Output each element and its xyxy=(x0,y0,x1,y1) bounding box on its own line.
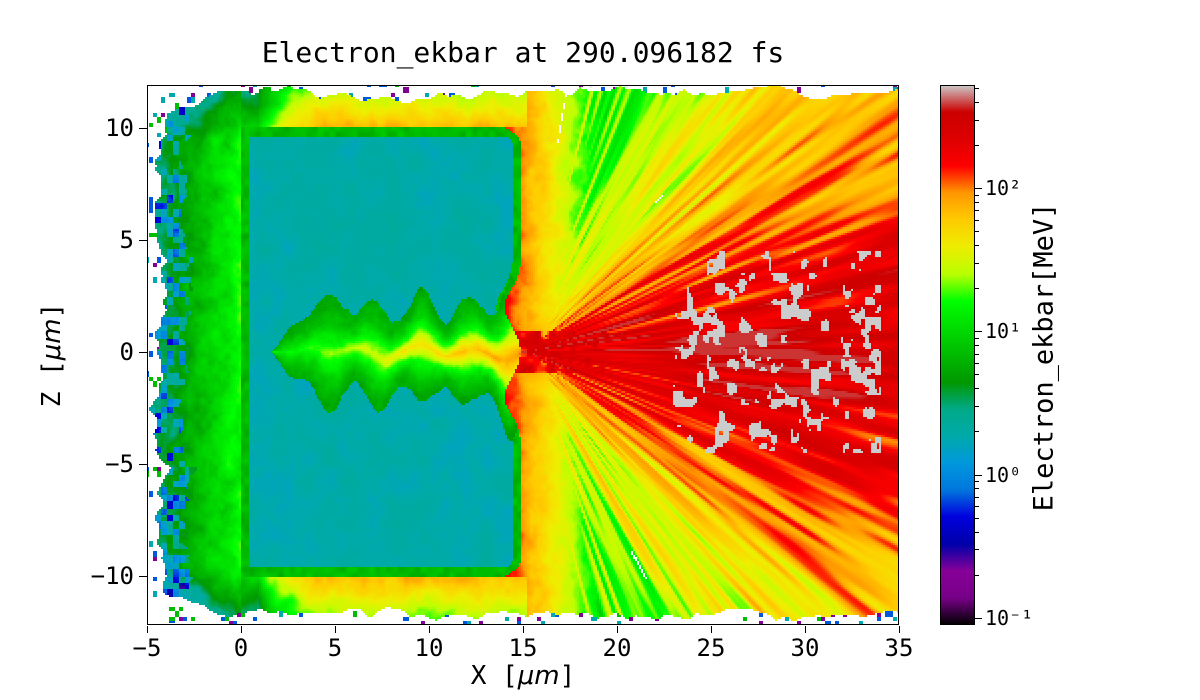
x-axis-label-suffix: ] xyxy=(559,661,576,691)
colorbar-minor-tick xyxy=(975,388,979,390)
colorbar-minor-tick xyxy=(975,245,979,247)
colorbar-tick xyxy=(975,474,982,476)
x-tick-label: −5 xyxy=(132,634,162,662)
x-axis-label-prefix: X [ xyxy=(470,661,518,691)
y-axis-label-suffix: ] xyxy=(37,302,67,319)
colorbar-minor-tick xyxy=(975,219,979,221)
x-tick xyxy=(147,626,148,633)
x-tick xyxy=(899,626,900,633)
colorbar-minor-tick xyxy=(975,231,979,233)
x-tick xyxy=(335,626,336,633)
colorbar-minor-tick xyxy=(975,88,979,89)
y-tick-label: −10 xyxy=(90,562,134,591)
y-tick-label: 0 xyxy=(119,337,134,366)
x-tick xyxy=(711,626,712,633)
colorbar-minor-tick xyxy=(975,119,979,121)
x-tick-label: 15 xyxy=(508,634,538,662)
colorbar-tick xyxy=(975,331,982,333)
x-tick-label: 30 xyxy=(790,634,820,662)
chart-title: Electron_ekbar at 290.096182 fs xyxy=(261,36,785,69)
colorbar-tick-label: 10¹ xyxy=(985,319,1022,344)
x-tick-label: 5 xyxy=(327,634,343,662)
x-tick xyxy=(523,626,524,633)
colorbar-minor-tick xyxy=(975,345,979,347)
colorbar-minor-tick xyxy=(975,574,979,576)
colorbar-minor-tick xyxy=(975,194,979,196)
y-axis-label-prefix: Z [ xyxy=(37,360,67,408)
colorbar-canvas xyxy=(940,85,975,625)
colorbar-minor-tick xyxy=(975,531,979,533)
colorbar-minor-tick xyxy=(975,288,979,290)
x-tick xyxy=(241,626,242,633)
colorbar-label: Electron_ekbar[MeV] xyxy=(1028,202,1060,512)
colorbar-minor-tick xyxy=(975,517,979,519)
y-tick-label: −5 xyxy=(105,450,134,479)
colorbar-tick-label: 10⁰ xyxy=(985,462,1022,487)
x-tick-label: 35 xyxy=(884,634,914,662)
y-tick-label: 5 xyxy=(119,225,134,254)
colorbar-minor-tick xyxy=(975,406,979,408)
x-axis-label-unit: μm xyxy=(517,661,560,691)
x-tick-label: 10 xyxy=(414,634,444,662)
y-tick xyxy=(139,576,147,578)
y-tick-label: 10 xyxy=(105,113,134,142)
x-axis-label: X [μm] xyxy=(147,661,899,691)
heatmap-canvas xyxy=(147,85,899,625)
x-tick-label: 20 xyxy=(602,634,632,662)
colorbar-tick-label: 10² xyxy=(985,176,1022,201)
y-tick xyxy=(139,239,147,241)
colorbar-minor-tick xyxy=(975,210,979,212)
colorbar-minor-tick xyxy=(975,145,979,146)
colorbar-minor-tick xyxy=(975,488,979,490)
colorbar-tick-label: 10⁻¹ xyxy=(985,605,1034,630)
y-tick xyxy=(139,127,147,129)
colorbar-tick xyxy=(975,617,982,619)
colorbar-minor-tick xyxy=(975,431,979,433)
x-tick-label: 25 xyxy=(696,634,726,662)
colorbar-minor-tick xyxy=(975,337,979,339)
colorbar-minor-tick xyxy=(975,496,979,498)
x-tick xyxy=(429,626,430,633)
colorbar-minor-tick xyxy=(975,263,979,265)
x-tick xyxy=(617,626,618,633)
x-tick-label: 0 xyxy=(233,634,249,662)
colorbar-minor-tick xyxy=(975,481,979,483)
y-tick xyxy=(139,351,147,353)
colorbar-minor-tick xyxy=(975,549,979,551)
colorbar-minor-tick xyxy=(975,506,979,508)
colorbar-minor-tick xyxy=(975,101,979,103)
colorbar-minor-tick xyxy=(975,374,979,376)
y-tick xyxy=(139,464,147,466)
colorbar-minor-tick xyxy=(975,353,979,355)
colorbar-tick xyxy=(975,188,982,190)
x-tick xyxy=(805,626,806,633)
colorbar-minor-tick xyxy=(975,202,979,203)
colorbar-minor-tick xyxy=(975,363,979,365)
